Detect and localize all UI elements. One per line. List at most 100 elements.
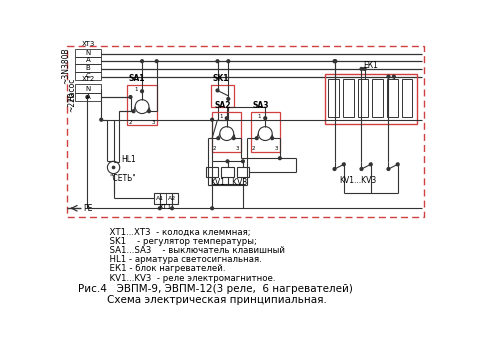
Circle shape (171, 207, 173, 210)
Text: A2: A2 (168, 196, 176, 201)
Circle shape (226, 117, 228, 120)
Circle shape (360, 68, 363, 70)
Text: HL1 - арматура светосигнальная.: HL1 - арматура светосигнальная. (104, 255, 261, 264)
Text: SK1: SK1 (212, 74, 228, 83)
Text: 3: 3 (236, 146, 240, 152)
Bar (212, 112, 241, 152)
Text: 1: 1 (134, 87, 138, 92)
Text: XT1: XT1 (159, 204, 173, 210)
Circle shape (216, 89, 219, 92)
Text: HL1: HL1 (121, 155, 136, 164)
Text: A: A (86, 57, 91, 63)
Bar (154, 193, 178, 204)
Text: A1: A1 (156, 196, 164, 201)
Text: Насос: Насос (68, 77, 76, 101)
Bar (75, 57, 101, 64)
Text: SA2: SA2 (215, 101, 231, 110)
Text: 1: 1 (219, 114, 223, 119)
Circle shape (227, 60, 229, 63)
Text: PE: PE (83, 204, 92, 213)
Circle shape (216, 60, 219, 63)
Text: Рис.4   ЭВПМ-9, ЭВПМ-12(3 реле,  6 нагревателей): Рис.4 ЭВПМ-9, ЭВПМ-12(3 реле, 6 нагреват… (78, 284, 353, 294)
Circle shape (264, 117, 266, 120)
Circle shape (147, 110, 150, 112)
Circle shape (271, 137, 274, 140)
Circle shape (86, 96, 89, 98)
Bar (324, 74, 417, 124)
Text: N: N (85, 50, 91, 56)
Circle shape (211, 207, 214, 210)
Text: ЕК1 - блок нагревателей.: ЕК1 - блок нагревателей. (104, 265, 225, 273)
Bar (402, 79, 412, 117)
Circle shape (100, 118, 103, 121)
Circle shape (217, 137, 220, 140)
Circle shape (369, 163, 372, 166)
Bar (372, 79, 383, 117)
Circle shape (393, 75, 395, 78)
Text: ЕК1: ЕК1 (363, 62, 378, 70)
Bar (75, 49, 101, 57)
Text: KV1...KV3: KV1...KV3 (339, 176, 376, 185)
Bar (387, 79, 398, 117)
Text: XT3: XT3 (82, 41, 95, 47)
Circle shape (141, 60, 144, 63)
Text: 2: 2 (252, 146, 255, 152)
Text: C: C (86, 73, 91, 79)
Text: 3: 3 (151, 120, 155, 125)
Text: 3: 3 (275, 146, 278, 152)
Text: KV1...KV3: KV1...KV3 (210, 178, 248, 187)
Bar (211, 85, 234, 107)
Text: SA1: SA1 (129, 74, 145, 83)
Bar (75, 64, 101, 72)
Circle shape (232, 137, 235, 140)
Text: SA3: SA3 (253, 101, 269, 110)
Text: "СЕТЬ": "СЕТЬ" (110, 174, 136, 183)
Circle shape (333, 168, 336, 171)
Circle shape (156, 60, 158, 63)
Circle shape (158, 207, 161, 210)
Text: ХТ1...ХТ3  - колодка клеммная;: ХТ1...ХТ3 - колодка клеммная; (104, 227, 250, 236)
Bar (328, 79, 339, 117)
Circle shape (342, 163, 345, 166)
Circle shape (227, 98, 229, 100)
Text: N: N (85, 85, 91, 91)
Bar (358, 79, 369, 117)
Text: ~220: ~220 (68, 91, 76, 112)
Text: XT2: XT2 (82, 76, 95, 82)
Bar (343, 79, 354, 117)
Circle shape (112, 166, 115, 169)
Circle shape (333, 60, 336, 63)
Text: SA1...SA3    - выключатель клавишный: SA1...SA3 - выключатель клавишный (104, 246, 285, 255)
Bar (75, 93, 101, 101)
Bar (251, 112, 280, 152)
Text: 2: 2 (128, 120, 132, 125)
Circle shape (226, 160, 229, 163)
Bar (75, 84, 101, 93)
Circle shape (334, 60, 336, 63)
Text: A: A (86, 94, 91, 100)
Circle shape (129, 96, 132, 98)
Text: 1: 1 (258, 114, 261, 119)
Circle shape (396, 163, 399, 166)
Text: Схема электрическая принципиальная.: Схема электрическая принципиальная. (108, 294, 327, 304)
Text: ~3N380В: ~3N380В (61, 47, 71, 84)
Circle shape (211, 118, 214, 121)
Text: B: B (86, 65, 91, 71)
Bar (127, 85, 156, 125)
Circle shape (132, 110, 135, 112)
Bar (206, 167, 218, 177)
Text: 2: 2 (213, 146, 216, 152)
Circle shape (360, 168, 363, 171)
Text: SK1    - регулятор температуры;: SK1 - регулятор температуры; (104, 237, 256, 246)
Circle shape (241, 160, 244, 163)
Circle shape (278, 157, 281, 159)
Bar (67, 46, 424, 217)
Circle shape (141, 90, 144, 93)
Bar (75, 72, 101, 80)
Bar (221, 167, 234, 177)
Circle shape (255, 137, 258, 140)
Circle shape (387, 75, 390, 78)
Circle shape (387, 168, 390, 171)
Text: KV1...KV3  - реле электромагнитное.: KV1...KV3 - реле электромагнитное. (104, 274, 275, 283)
Bar (237, 167, 249, 177)
